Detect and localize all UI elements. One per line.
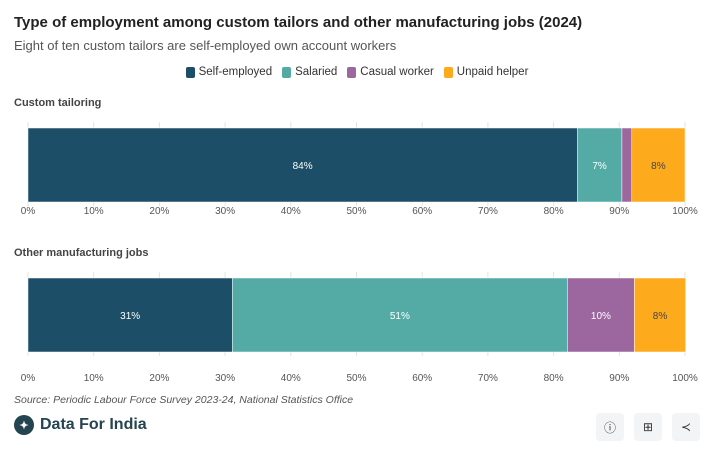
x-tick-label: 50%: [346, 206, 366, 217]
bar-segment-salaried: [577, 127, 623, 203]
x-tick-label: 30%: [215, 373, 235, 384]
table-icon: ⊞: [642, 420, 654, 434]
bar-segment-casual-worker: [567, 277, 635, 353]
bar-segment-self-employed: [27, 277, 233, 353]
data-label: 8%: [651, 161, 666, 172]
x-tick-label: 40%: [281, 206, 301, 217]
brand: ✦ Data For India: [14, 415, 147, 435]
data-label: 7%: [592, 161, 607, 172]
table-button[interactable]: ⊞: [634, 413, 662, 441]
chart-title: Type of employment among custom tailors …: [14, 14, 583, 31]
legend-swatch: [443, 66, 453, 78]
data-label: 8%: [653, 311, 668, 322]
x-tick-label: 0%: [21, 373, 36, 384]
legend-label: Casual worker: [360, 66, 434, 78]
india-map-logo-icon: ✦: [14, 415, 34, 435]
info-icon: ⓘ: [603, 420, 616, 435]
x-tick-label: 10%: [84, 206, 104, 217]
panel-title-custom-tailoring: Custom tailoring: [14, 97, 102, 109]
legend-label: Self-employed: [198, 66, 273, 78]
x-tick-label: 70%: [478, 206, 498, 217]
x-tick-label: 90%: [609, 206, 629, 217]
legend-label: Salaried: [295, 66, 338, 78]
bar-segment-unpaid-helper: [631, 127, 686, 203]
x-tick-label: 60%: [412, 206, 432, 217]
source-note: Source: Periodic Labour Force Survey 202…: [14, 394, 354, 406]
data-label: 31%: [120, 311, 140, 322]
bar-segment-salaried: [232, 277, 568, 353]
x-tick-label: 80%: [544, 373, 564, 384]
bar-segment-unpaid-helper: [634, 277, 686, 353]
x-tick-label: 70%: [478, 373, 498, 384]
legend: Self-employed Salaried Casual worker Unpaid…: [0, 66, 714, 78]
x-tick-label: 60%: [412, 373, 432, 384]
x-tick-label: 20%: [149, 373, 169, 384]
legend-label: Unpaid helper: [456, 66, 529, 78]
x-tick-label: 30%: [215, 206, 235, 217]
x-tick-label: 100%: [672, 373, 698, 384]
legend-item[interactable]: Unpaid helper: [443, 66, 529, 78]
bar-segment-self-employed: [27, 127, 578, 203]
info-button[interactable]: ⓘ: [596, 413, 624, 441]
x-tick-label: 40%: [281, 373, 301, 384]
share-icon: ≺: [680, 420, 692, 434]
chart-subtitle: Eight of ten custom tailors are self-emp…: [14, 38, 397, 53]
x-tick-label: 100%: [672, 206, 698, 217]
legend-swatch: [282, 66, 292, 78]
brand-name: Data For India: [40, 416, 147, 433]
x-tick-label: 90%: [609, 373, 629, 384]
data-label: 51%: [390, 311, 410, 322]
legend-item[interactable]: Casual worker: [347, 66, 434, 78]
bar-segment-casual-worker: [621, 127, 633, 203]
x-tick-label: 0%: [21, 206, 36, 217]
x-tick-label: 50%: [346, 373, 366, 384]
plot-area: 0% 10% 20% 30% 40% 50% 60% 70% 80% 90% 100% 84% 7% 8%…: [21, 122, 698, 384]
legend-swatch: [347, 66, 357, 78]
legend-swatch: [185, 66, 195, 78]
x-tick-label: 10%: [84, 373, 104, 384]
panel-title-other-manufacturing: Other manufacturing jobs: [14, 247, 149, 259]
x-tick-label: 20%: [149, 206, 169, 217]
x-tick-label: 80%: [544, 206, 564, 217]
data-label: 84%: [293, 161, 313, 172]
legend-item[interactable]: Self-employed: [185, 66, 273, 78]
share-button[interactable]: ≺: [672, 413, 700, 441]
legend-item[interactable]: Salaried: [282, 66, 337, 78]
data-label: 10%: [591, 311, 611, 322]
